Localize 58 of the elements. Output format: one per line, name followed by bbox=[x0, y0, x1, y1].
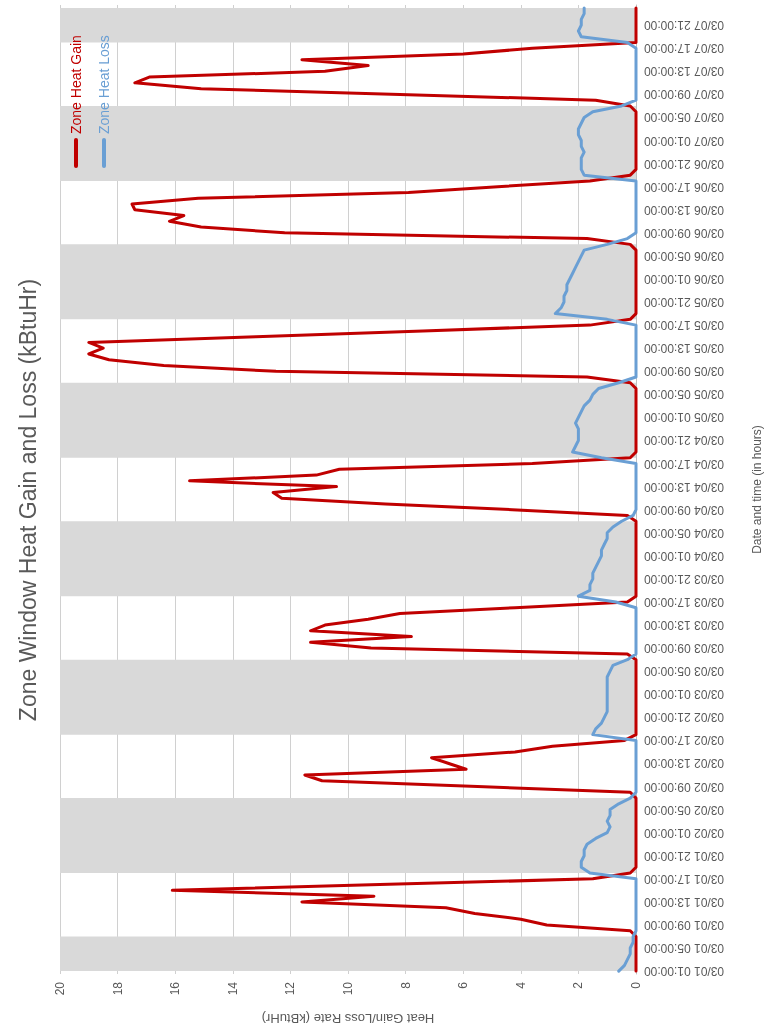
x-tick-label: 6 bbox=[456, 981, 471, 989]
y-tick-label: 03/02 13:00:00 bbox=[643, 756, 725, 771]
y-tick-label: 03/04 21:00:00 bbox=[643, 433, 725, 448]
y-tick-label: 03/05 01:00:00 bbox=[643, 410, 725, 425]
y-tick-label: 03/03 21:00:00 bbox=[643, 571, 725, 586]
y-tick-label: 03/07 21:00:00 bbox=[643, 18, 725, 33]
x-tick-label: 16 bbox=[168, 981, 183, 996]
y-tick-label: 03/02 05:00:00 bbox=[643, 802, 725, 817]
y-tick-label: 03/06 21:00:00 bbox=[643, 156, 725, 171]
y-tick-label: 03/05 09:00:00 bbox=[643, 364, 725, 379]
y-tick-label: 03/06 09:00:00 bbox=[643, 225, 725, 240]
x-tick-label: 12 bbox=[283, 981, 298, 996]
y-axis-title: Date and time (in hours) bbox=[750, 425, 764, 554]
y-tick-label: 03/07 09:00:00 bbox=[643, 87, 725, 102]
y-tick-label: 03/06 13:00:00 bbox=[643, 202, 725, 217]
y-tick-label: 03/05 21:00:00 bbox=[643, 295, 725, 310]
y-tick-label: 03/01 09:00:00 bbox=[643, 917, 725, 932]
y-tick-label: 03/02 01:00:00 bbox=[643, 825, 725, 840]
y-tick-label: 03/06 17:00:00 bbox=[643, 179, 725, 194]
x-tick-label: 8 bbox=[398, 981, 413, 989]
y-tick-label: 03/02 17:00:00 bbox=[643, 733, 725, 748]
y-tick-label: 03/07 17:00:00 bbox=[643, 41, 725, 56]
y-tick-label: 03/03 05:00:00 bbox=[643, 664, 725, 679]
y-tick-label: 03/01 05:00:00 bbox=[643, 941, 725, 956]
x-tick-label: 14 bbox=[225, 981, 240, 996]
y-tick-label: 03/04 17:00:00 bbox=[643, 456, 725, 471]
y-tick-label: 03/04 05:00:00 bbox=[643, 525, 725, 540]
y-tick-label: 03/03 09:00:00 bbox=[643, 641, 725, 656]
y-tick-label: 03/07 13:00:00 bbox=[643, 64, 725, 79]
text: Zone Window Heat Gain and Loss (kBtuHr) bbox=[15, 278, 41, 722]
text: Zone Heat Loss bbox=[96, 35, 112, 134]
y-tick-label: 03/03 01:00:00 bbox=[643, 687, 725, 702]
y-tick-label: 03/05 05:00:00 bbox=[643, 387, 725, 402]
x-tick-label: 18 bbox=[110, 981, 125, 996]
x-tick-label: 4 bbox=[513, 981, 528, 989]
y-tick-label: 03/07 05:00:00 bbox=[643, 110, 725, 125]
y-tick-label: 03/07 01:00:00 bbox=[643, 133, 725, 148]
y-tick-label: 03/01 01:00:00 bbox=[643, 964, 725, 979]
y-tick-label: 03/05 13:00:00 bbox=[643, 341, 725, 356]
y-tick-label: 03/03 13:00:00 bbox=[643, 618, 725, 633]
x-tick-label: 10 bbox=[341, 981, 355, 996]
y-tick-label: 03/04 09:00:00 bbox=[643, 502, 725, 517]
x-axis-title: Heat Gain/Loss Rate (kBtuHr) bbox=[261, 1011, 435, 1026]
y-tick-label: 03/06 05:00:00 bbox=[643, 248, 725, 263]
y-tick-label: 03/01 17:00:00 bbox=[643, 871, 725, 886]
y-tick-label: 03/02 21:00:00 bbox=[643, 710, 725, 725]
y-tick-label: 03/01 13:00:00 bbox=[643, 894, 725, 909]
y-tick-label: 03/03 17:00:00 bbox=[643, 594, 725, 609]
x-tick-label: 20 bbox=[53, 981, 67, 996]
y-tick-label: 03/04 13:00:00 bbox=[643, 479, 725, 494]
y-tick-label: 03/01 21:00:00 bbox=[643, 848, 725, 863]
y-tick-label: 03/05 17:00:00 bbox=[643, 318, 725, 333]
y-tick-label: 03/06 01:00:00 bbox=[643, 271, 725, 286]
text: Zone Heat Gain bbox=[68, 35, 84, 134]
y-tick-label: 03/04 01:00:00 bbox=[643, 548, 725, 563]
x-tick-label: 0 bbox=[629, 981, 643, 989]
x-tick-label: 2 bbox=[571, 981, 586, 989]
y-tick-label: 03/02 09:00:00 bbox=[643, 779, 725, 794]
